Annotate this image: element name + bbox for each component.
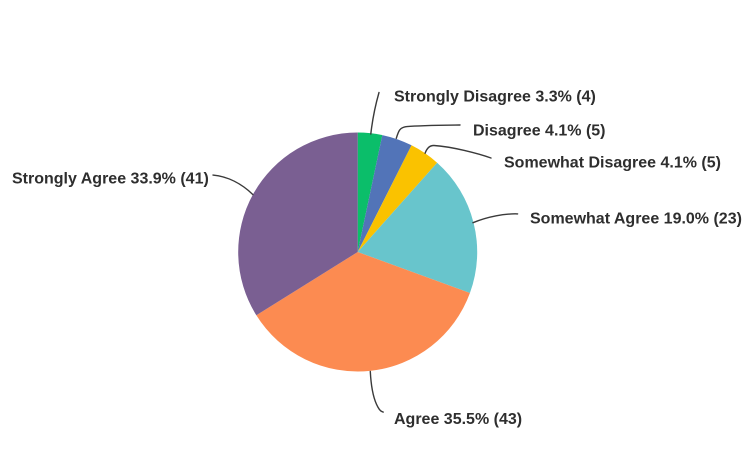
svg-text:Strongly Disagree 3.3% (4): Strongly Disagree 3.3% (4) xyxy=(394,89,596,106)
svg-text:Somewhat Disagree 4.1% (5): Somewhat Disagree 4.1% (5) xyxy=(504,155,721,172)
svg-text:Disagree 4.1% (5): Disagree 4.1% (5) xyxy=(473,123,606,140)
svg-text:Strongly Agree 33.9% (41): Strongly Agree 33.9% (41) xyxy=(12,171,209,188)
svg-text:Agree 35.5% (43): Agree 35.5% (43) xyxy=(394,411,522,428)
svg-text:Somewhat Agree 19.0% (23): Somewhat Agree 19.0% (23) xyxy=(530,210,742,227)
